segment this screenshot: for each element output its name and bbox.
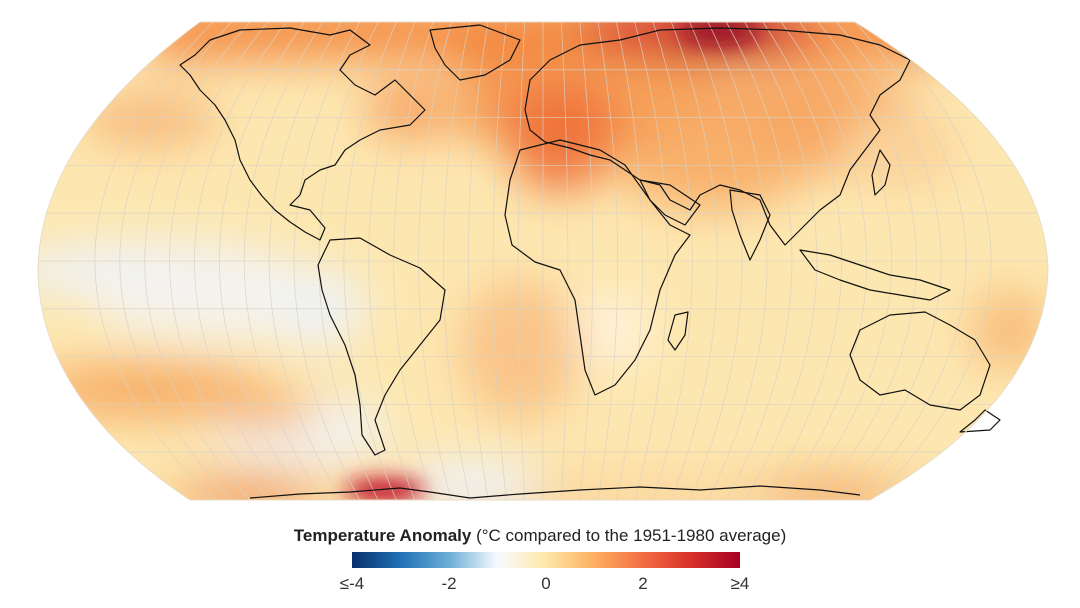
temperature-anomaly-map <box>37 21 1049 501</box>
anomaly-hotspots <box>345 22 760 500</box>
graticule-lines <box>38 22 1048 500</box>
colorbar-gradient <box>352 552 740 568</box>
coastline-antarctica <box>249 485 861 499</box>
colorbar-tick-label: -2 <box>441 574 457 593</box>
coastline-africa <box>504 139 691 396</box>
colorbar-tick-label: ≤-4 <box>339 574 365 593</box>
globe-outline <box>37 21 1049 501</box>
coastline-india <box>729 189 771 261</box>
coastline-madagascar <box>667 311 689 351</box>
coastline-eurasia <box>524 27 911 246</box>
legend-title: Temperature Anomaly (°C compared to the … <box>0 526 1080 546</box>
colorbar-tick-label: 2 <box>638 574 648 593</box>
colorbar <box>352 552 740 568</box>
legend-title-bold: Temperature Anomaly <box>293 526 472 545</box>
world-map-svg <box>37 21 1049 501</box>
colorbar-tick-label: 0 <box>541 574 551 593</box>
coastline-new-zealand <box>959 409 1001 433</box>
colorbar-tick-label: ≥4 <box>730 574 750 593</box>
coastline-australia <box>849 311 991 411</box>
coastline-north-america <box>179 27 426 241</box>
color-legend: Temperature Anomaly (°C compared to the … <box>0 520 1080 608</box>
legend-title-rest: (°C compared to the 1951-1980 average) <box>471 526 787 545</box>
coastline-greenland <box>429 24 521 81</box>
coastline-south-america <box>317 237 446 456</box>
coastline-se-asia <box>799 249 951 301</box>
coastlines <box>179 24 1001 499</box>
coastline-japan <box>871 149 891 196</box>
colorbar-ticks: ≤-4 -2 0 2 ≥4 <box>0 574 1080 598</box>
coastline-arabia <box>639 179 701 226</box>
